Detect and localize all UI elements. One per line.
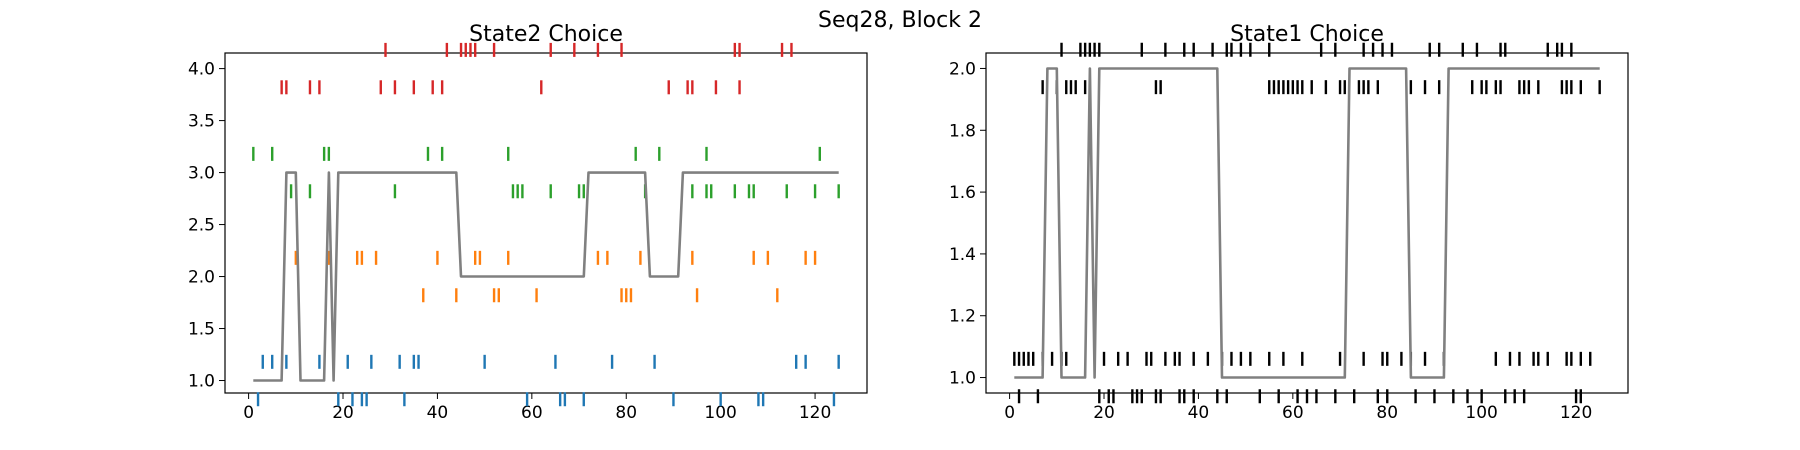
state2-x-tick-label: 120 — [799, 403, 831, 423]
state1-y-tick-label: 2.0 — [949, 59, 976, 79]
state2-y-tick-label: 3.5 — [188, 112, 215, 132]
state2-y-tick-label: 2.0 — [188, 268, 215, 288]
state2-y-tick-label: 4.0 — [188, 60, 215, 80]
state2-x-tick-label: 100 — [704, 403, 736, 423]
state1-x-tick-label: 0 — [1004, 403, 1015, 423]
state2-x-tick-label: 40 — [427, 403, 449, 423]
state2-x-tick-label: 0 — [243, 403, 254, 423]
state2-y-tick-label: 2.5 — [188, 216, 215, 236]
state2-axes-frame — [224, 52, 868, 394]
state2-choice-plot: 0 20 40 60 80 100 120 1.0 1.5 2.0 2.5 3.0 3.5 4.0 — [188, 42, 868, 423]
state1-x-tick-label: 20 — [1093, 403, 1115, 423]
state1-y-tick-label: 1.0 — [949, 369, 976, 389]
figure-suptitle: Seq28, Block 2 — [818, 8, 982, 33]
state1-x-tick-label: 100 — [1465, 403, 1497, 423]
state2-y-tick-label: 1.5 — [188, 320, 215, 340]
state1-y-tick-label: 1.6 — [949, 183, 976, 203]
state1-choice-title: State1 Choice — [1230, 22, 1384, 47]
state1-axes-frame — [985, 52, 1629, 394]
state1-x-tick-label: 80 — [1376, 403, 1398, 423]
state1-x-tick-label: 120 — [1560, 403, 1592, 423]
state1-x-tick-label: 40 — [1188, 403, 1210, 423]
state2-x-tick-label: 20 — [332, 403, 354, 423]
state1-y-tick-label: 1.2 — [949, 307, 976, 327]
state2-choice-panel: State2 Choice 0 20 40 60 80 100 120 1.0 1.5 2.0 2.… — [188, 22, 868, 423]
state2-x-tick-label: 60 — [521, 403, 543, 423]
state2-x-tick-label: 80 — [615, 403, 637, 423]
state1-choice-panel: State1 Choice 0 20 40 60 80 100 120 1.0 1.2 1.4 1.… — [949, 22, 1629, 423]
state1-y-tick-label: 1.8 — [949, 121, 976, 141]
state1-x-tick-label: 60 — [1282, 403, 1304, 423]
state1-choice-plot: 0 20 40 60 80 100 120 1.0 1.2 1.4 1.6 1.8 2.0 — [949, 42, 1629, 423]
state1-y-tick-label: 1.4 — [949, 245, 976, 265]
state1-choice-step-line — [1014, 67, 1600, 379]
state2-y-tick-label: 3.0 — [188, 164, 215, 184]
state2-y-tick-label: 1.0 — [188, 372, 215, 392]
state2-choice-title: State2 Choice — [469, 22, 623, 47]
state2-choice-step-line — [253, 171, 839, 382]
